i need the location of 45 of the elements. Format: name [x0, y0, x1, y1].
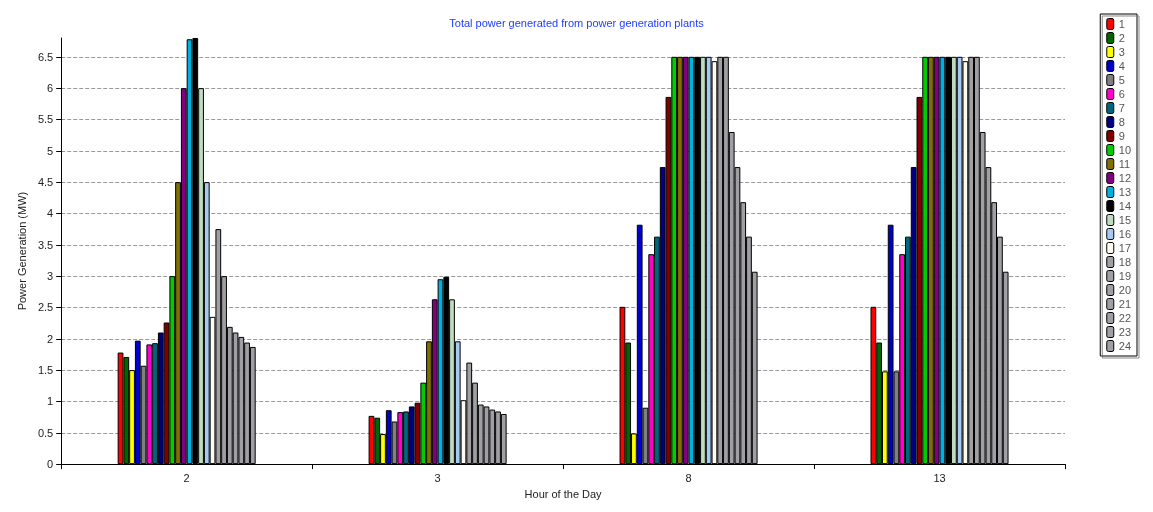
y-tick-label: 5.5	[37, 113, 54, 126]
legend-label: 14	[1118, 200, 1132, 212]
y-tick-label: 6	[47, 82, 54, 95]
y-tick-label: 0.5	[37, 426, 54, 439]
x-tick-label: 2	[183, 471, 190, 484]
legend-label: 10	[1118, 144, 1132, 156]
y-tick-label: 4.5	[37, 176, 54, 189]
legend-label: 15	[1118, 214, 1132, 226]
y-tick-label: 6.5	[37, 50, 54, 63]
y-tick-label: 3.5	[37, 238, 54, 251]
legend-label: 20	[1118, 284, 1132, 296]
y-tick-label: 0	[47, 458, 54, 471]
y-tick-label: 2	[47, 332, 54, 345]
x-tick-label: 8	[685, 471, 692, 484]
legend-label: 9	[1118, 130, 1125, 142]
legend-label: 23	[1118, 326, 1132, 338]
legend-label: 6	[1118, 88, 1125, 100]
legend-label: 17	[1118, 242, 1132, 254]
x-tick-label: 3	[434, 471, 441, 484]
chart-title: Total power generated from power generation plants	[449, 16, 705, 29]
y-tick-label: 5	[47, 144, 54, 157]
legend-label: 7	[1118, 102, 1125, 114]
legend-label: 13	[1118, 186, 1132, 198]
legend-label: 2	[1118, 32, 1125, 44]
legend-label: 18	[1118, 256, 1132, 268]
y-tick-label: 1.5	[37, 364, 54, 377]
y-tick-label: 4	[47, 207, 54, 220]
legend-label: 16	[1118, 228, 1132, 240]
legend-label: 1	[1118, 18, 1125, 30]
legend-label: 24	[1118, 340, 1132, 352]
legend-label: 12	[1118, 172, 1132, 184]
legend-label: 8	[1118, 116, 1125, 128]
legend-label: 11	[1118, 158, 1131, 170]
x-tick-label: 13	[933, 471, 946, 484]
legend-label: 22	[1118, 312, 1132, 324]
y-tick-label: 3	[47, 270, 54, 283]
y-tick-label: 2.5	[37, 301, 54, 314]
y-tick-label: 1	[47, 395, 54, 408]
legend-label: 21	[1118, 298, 1132, 310]
legend-label: 3	[1118, 46, 1125, 58]
legend-label: 4	[1118, 60, 1125, 72]
x-axis-title: Hour of the Day	[524, 487, 603, 500]
legend-label: 19	[1118, 270, 1132, 282]
legend-label: 5	[1118, 74, 1125, 86]
y-axis-title: Power Generation (MW)	[15, 191, 28, 311]
